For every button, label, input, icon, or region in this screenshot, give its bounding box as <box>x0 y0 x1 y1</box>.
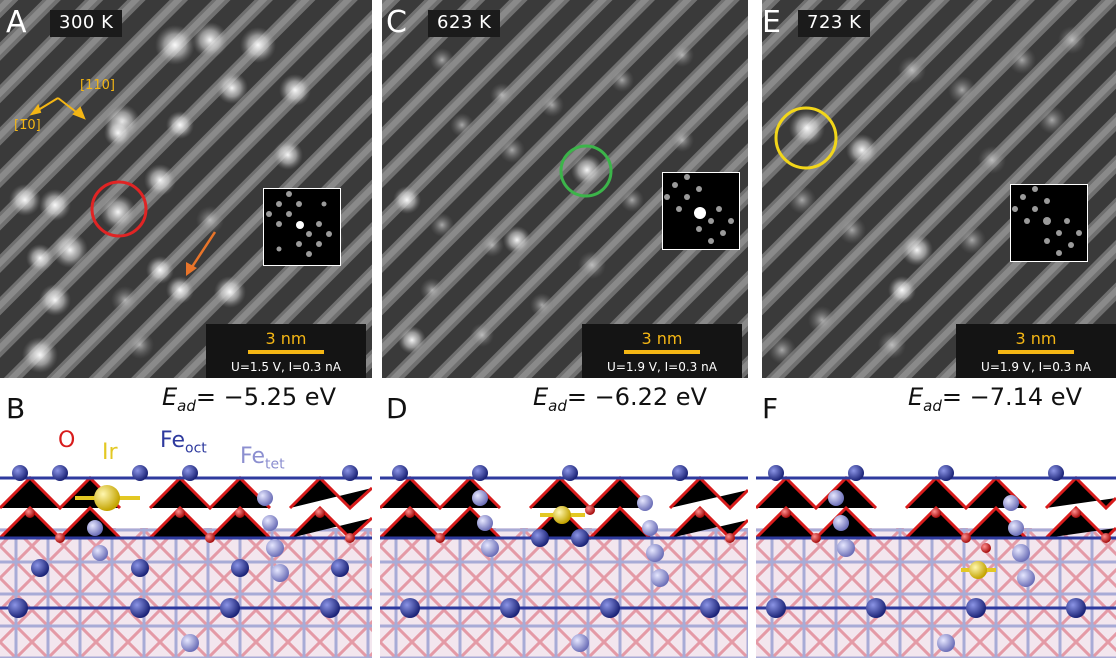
structure-model-d <box>380 465 748 658</box>
fft-inset <box>263 188 341 266</box>
panel-label-f: F <box>762 392 779 425</box>
panel-a: A 300 K [110] [1̅0] 3 nm U=1.5 V, I=0.3 … <box>0 0 372 378</box>
panel-c: C 623 K 3 nm U=1.9 V, I=0.3 nA <box>380 0 748 378</box>
iridium-atom <box>94 485 120 511</box>
crystal-direction-arrows <box>29 97 86 120</box>
scale-bar-label: 3 nm <box>1015 329 1057 348</box>
temperature-label: 623 K <box>428 10 501 37</box>
structure-model-b <box>0 465 372 658</box>
fft-inset <box>662 172 740 250</box>
scale-bar-label: 3 nm <box>641 329 683 348</box>
scale-bar <box>998 350 1074 354</box>
legend-fe-tet: Fetet <box>240 444 285 473</box>
panel-label: E <box>762 5 781 40</box>
tunneling-params: U=1.9 V, I=0.3 nA <box>981 360 1091 374</box>
scale-bar-box: 3 nm U=1.5 V, I=0.3 nA <box>206 324 366 378</box>
fft-inset <box>1010 184 1088 262</box>
scale-bar-label: 3 nm <box>265 329 307 348</box>
adsorption-energy-f: Ead= −7.14 eV <box>908 383 1082 415</box>
adsorption-energy-b: Ead= −5.25 eV <box>162 383 336 415</box>
ir-adatom-circle <box>774 106 838 170</box>
temperature-label: 300 K <box>50 10 123 37</box>
tunneling-params: U=1.9 V, I=0.3 nA <box>607 360 717 374</box>
arrow-marker <box>188 231 217 271</box>
panel-label-d: D <box>386 392 408 425</box>
panel-label: A <box>6 5 27 40</box>
adsorption-energy-d: Ead= −6.22 eV <box>533 383 707 415</box>
legend-oxygen: O <box>58 428 76 453</box>
scale-bar <box>624 350 700 354</box>
structure-model-f <box>756 465 1116 658</box>
direction-label-110: [110] <box>80 78 115 93</box>
panel-label-b: B <box>6 392 26 425</box>
direction-label-1-10: [1̅0] <box>14 118 41 133</box>
iridium-atom <box>553 506 571 524</box>
scale-bar-box: 3 nm U=1.9 V, I=0.3 nA <box>956 324 1116 378</box>
ir-adatom-circle <box>559 144 613 198</box>
legend-iridium: Ir <box>102 440 118 465</box>
panel-e: E 723 K 3 nm U=1.9 V, I=0.3 nA <box>756 0 1116 378</box>
tunneling-params: U=1.5 V, I=0.3 nA <box>231 360 341 374</box>
scale-bar-box: 3 nm U=1.9 V, I=0.3 nA <box>582 324 742 378</box>
ir-adatom-circle <box>90 180 148 238</box>
temperature-label: 723 K <box>798 10 871 37</box>
legend-fe-oct: Feoct <box>160 428 207 457</box>
iridium-atom <box>969 561 987 579</box>
scale-bar <box>248 350 324 354</box>
panel-label: C <box>386 5 407 40</box>
